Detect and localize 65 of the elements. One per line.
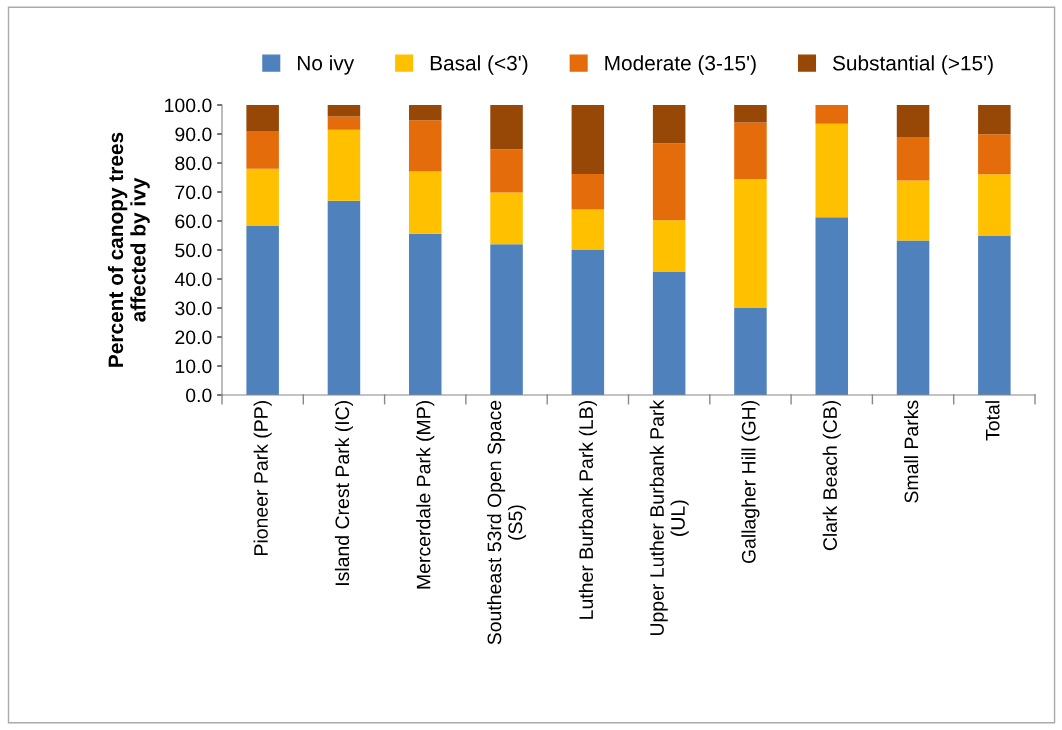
bar [571, 209, 605, 250]
bar [652, 220, 686, 272]
bar [734, 178, 767, 308]
y-axis-title: Percent of canopy trees affected by ivy [107, 132, 150, 367]
bar [815, 123, 849, 218]
x-tick-label: Island Crest Park (IC) [334, 401, 353, 585]
y-tick-label: 20.0 [175, 330, 212, 345]
x-tick-label: Clark Beach (CB) [822, 401, 841, 551]
bar [327, 116, 361, 130]
x-tick-label: Luther Burbank Park (LB) [578, 401, 597, 619]
bar [571, 105, 605, 175]
bar [734, 122, 767, 179]
y-tick-label: 90.0 [175, 127, 212, 142]
y-tick-label: 0.0 [186, 388, 212, 403]
bar [896, 105, 930, 137]
y-tick-label: 60.0 [175, 214, 212, 229]
x-tick-label: Upper Luther Burbank Park (UL) [649, 399, 689, 636]
y-tick-label: 80.0 [175, 156, 212, 171]
y-tick-label: 50.0 [175, 243, 212, 258]
bar [734, 105, 767, 123]
bar [571, 174, 605, 210]
x-tick-label: Mercerdale Park (MP) [416, 401, 435, 589]
bar [652, 143, 686, 221]
x-tick-label: Pioneer Park (PP) [253, 401, 272, 555]
bar [978, 134, 1011, 175]
legend-label: Substantial (>15') [832, 55, 993, 75]
bar [896, 240, 930, 395]
bar [978, 235, 1011, 395]
bar [896, 180, 930, 241]
x-tick-label: Southeast 53rd Open Space (S5) [487, 400, 527, 645]
bar [978, 105, 1011, 135]
bar [246, 168, 279, 226]
bar [490, 192, 523, 245]
bar [327, 105, 361, 117]
bar [896, 136, 930, 181]
bar [652, 271, 686, 395]
bar [571, 249, 605, 395]
y-tick-label: 10.0 [175, 359, 212, 374]
bar [652, 105, 686, 144]
x-tick-label: Gallagher Hill (GH) [741, 401, 760, 564]
bar [490, 105, 523, 150]
bar [408, 120, 442, 172]
bar [327, 200, 361, 395]
legend-label: Basal (<3') [430, 55, 528, 75]
bar [408, 105, 442, 121]
bar [408, 171, 442, 234]
y-tick-label: 70.0 [175, 185, 212, 200]
bar [408, 233, 442, 395]
bar [490, 244, 523, 395]
bar [246, 131, 279, 169]
legend-label: Moderate (3-15') [605, 55, 756, 75]
y-tick-label: 100.0 [165, 98, 212, 113]
bar [815, 217, 849, 395]
bar [490, 149, 523, 193]
x-tick-label: Total [985, 401, 1000, 441]
bar [815, 105, 849, 124]
x-tick-label: Small Parks [903, 400, 919, 503]
bar [327, 129, 361, 201]
y-tick-label: 30.0 [175, 301, 212, 316]
legend-label: No ivy [297, 55, 355, 75]
bar [246, 105, 279, 132]
y-tick-label: 40.0 [174, 272, 212, 287]
bar [246, 225, 279, 395]
bar [978, 174, 1011, 236]
bar [734, 308, 767, 395]
